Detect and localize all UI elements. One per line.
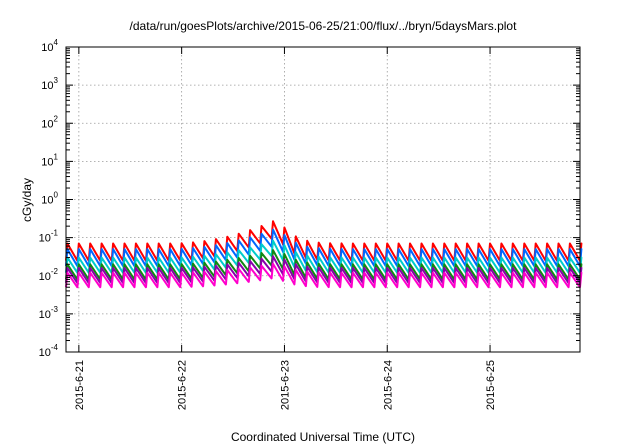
y-tick-label: 10-4 [39, 343, 59, 359]
y-tick-label: 102 [41, 114, 58, 130]
y-tick-label: 10-2 [39, 267, 59, 283]
y-tick-label: 101 [41, 152, 58, 168]
grid-layer [66, 47, 580, 352]
x-tick-label: 2015-6-22 [177, 360, 189, 410]
x-tick-label: 2015-6-23 [279, 360, 291, 410]
x-tick-label: 2015-6-21 [74, 360, 86, 410]
tick-layer: 104 103 102 101 100 10-1 10-2 10-3 10-4 2015-6-21… [39, 38, 580, 410]
x-axis-label: Coordinated Universal Time (UTC) [231, 430, 415, 444]
y-tick-label: 103 [41, 76, 58, 92]
y-tick-label: 10-1 [39, 229, 59, 245]
series-layer [65, 220, 583, 289]
y-tick-label: 100 [41, 191, 58, 207]
y-tick-label: 104 [41, 38, 58, 54]
y-tick-label: 10-3 [39, 305, 59, 321]
x-tick-label: 2015-6-24 [382, 360, 394, 410]
y-axis-label: cGy/day [20, 178, 34, 222]
x-tick-label: 2015-6-25 [485, 360, 497, 410]
series-line-6 [65, 262, 583, 289]
chart-title: /data/run/goesPlots/archive/2015-06-25/2… [130, 19, 518, 33]
